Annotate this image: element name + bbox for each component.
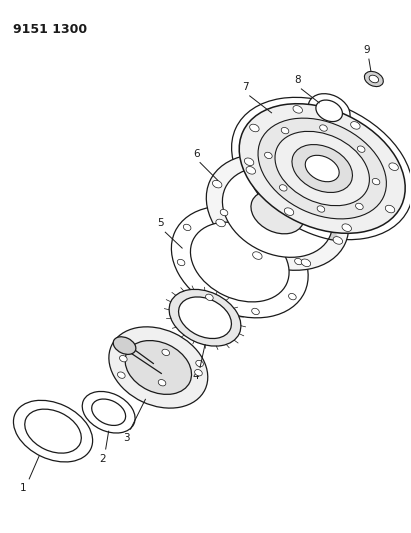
- Text: 3: 3: [123, 433, 130, 443]
- Text: 5: 5: [157, 218, 164, 228]
- Ellipse shape: [253, 252, 262, 260]
- Ellipse shape: [183, 224, 191, 231]
- Ellipse shape: [190, 222, 289, 302]
- Ellipse shape: [320, 125, 327, 131]
- Text: 6: 6: [193, 149, 199, 158]
- Ellipse shape: [158, 379, 166, 386]
- Ellipse shape: [292, 144, 353, 192]
- Ellipse shape: [239, 104, 405, 233]
- Ellipse shape: [120, 356, 127, 362]
- Ellipse shape: [305, 155, 339, 182]
- Ellipse shape: [342, 224, 351, 231]
- Ellipse shape: [206, 294, 213, 301]
- Ellipse shape: [252, 308, 259, 314]
- Ellipse shape: [125, 341, 192, 394]
- Ellipse shape: [177, 260, 185, 265]
- Ellipse shape: [333, 237, 342, 244]
- Text: 7: 7: [242, 82, 249, 92]
- Ellipse shape: [25, 409, 81, 453]
- Ellipse shape: [330, 198, 339, 205]
- Ellipse shape: [246, 166, 256, 174]
- Ellipse shape: [249, 124, 259, 132]
- Ellipse shape: [251, 191, 304, 234]
- Ellipse shape: [245, 158, 254, 166]
- Ellipse shape: [222, 167, 332, 257]
- Ellipse shape: [169, 289, 241, 346]
- Ellipse shape: [178, 297, 231, 338]
- Ellipse shape: [308, 94, 350, 128]
- Text: 4: 4: [193, 372, 199, 382]
- Ellipse shape: [266, 223, 274, 230]
- Ellipse shape: [171, 206, 308, 318]
- Ellipse shape: [82, 391, 135, 433]
- Text: 9151 1300: 9151 1300: [13, 23, 88, 36]
- Ellipse shape: [162, 349, 170, 356]
- Ellipse shape: [365, 71, 383, 86]
- Polygon shape: [239, 107, 342, 241]
- Ellipse shape: [279, 185, 287, 191]
- Ellipse shape: [389, 163, 398, 171]
- Ellipse shape: [369, 75, 379, 83]
- Ellipse shape: [351, 122, 360, 129]
- Ellipse shape: [281, 127, 289, 134]
- Ellipse shape: [357, 146, 365, 152]
- Ellipse shape: [14, 400, 92, 462]
- Ellipse shape: [118, 372, 125, 378]
- Ellipse shape: [258, 118, 386, 219]
- Ellipse shape: [113, 337, 136, 354]
- Ellipse shape: [293, 106, 302, 113]
- Ellipse shape: [265, 152, 272, 159]
- Text: 9: 9: [364, 45, 370, 55]
- Ellipse shape: [196, 360, 203, 367]
- Ellipse shape: [206, 154, 349, 270]
- Text: 1: 1: [20, 483, 27, 493]
- Ellipse shape: [216, 219, 225, 227]
- Ellipse shape: [92, 399, 126, 425]
- Ellipse shape: [289, 294, 296, 300]
- Text: 8: 8: [294, 75, 301, 85]
- Ellipse shape: [220, 209, 228, 216]
- Ellipse shape: [109, 327, 208, 408]
- Ellipse shape: [295, 259, 302, 265]
- Ellipse shape: [284, 208, 294, 215]
- Ellipse shape: [195, 369, 202, 376]
- Ellipse shape: [275, 131, 369, 206]
- Ellipse shape: [316, 100, 342, 122]
- Ellipse shape: [301, 259, 311, 266]
- Ellipse shape: [385, 205, 395, 213]
- Ellipse shape: [372, 179, 380, 185]
- Text: 2: 2: [99, 454, 106, 464]
- Ellipse shape: [293, 165, 302, 173]
- Ellipse shape: [212, 180, 222, 188]
- Ellipse shape: [356, 203, 363, 209]
- Ellipse shape: [317, 206, 325, 212]
